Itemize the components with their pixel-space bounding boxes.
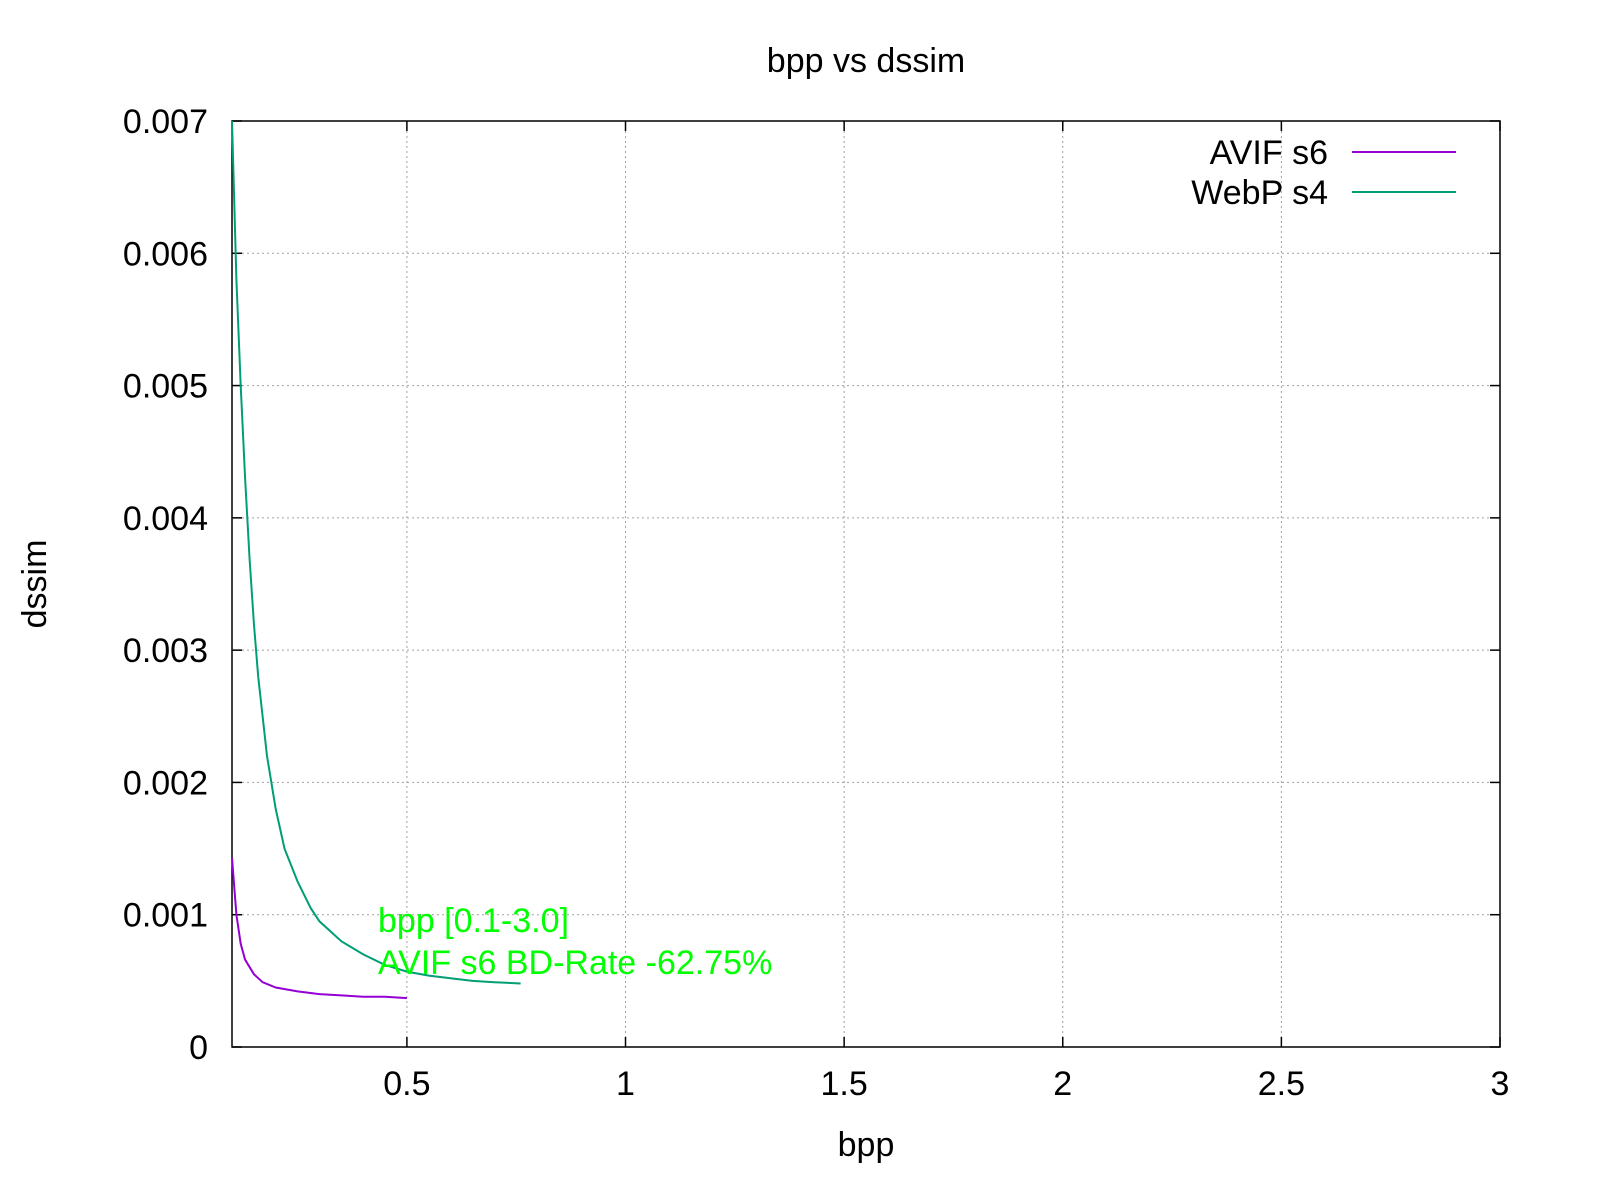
legend-label: AVIF s6	[1210, 134, 1328, 172]
x-axis-label: bpp	[838, 1126, 895, 1164]
series-line-avif-s6	[231, 857, 407, 1000]
chart-title: bpp vs dssim	[767, 42, 965, 80]
x-tick-label: 1	[616, 1065, 635, 1103]
y-tick-label: 0.001	[123, 897, 208, 935]
annotation-text: AVIF s6 BD-Rate -62.75%	[378, 944, 772, 982]
series-line-webp-s4	[231, 120, 521, 985]
y-tick-label: 0.005	[123, 368, 208, 406]
y-tick-label: 0.002	[123, 764, 208, 802]
series-lines	[231, 120, 521, 1000]
legend-label: WebP s4	[1191, 174, 1328, 212]
x-tick-label: 3	[1491, 1065, 1510, 1103]
plot-frame	[231, 120, 1501, 1048]
y-tick-label: 0.006	[123, 235, 208, 273]
y-axis-label: dssim	[16, 540, 54, 629]
y-tick-label: 0.003	[123, 632, 208, 670]
y-tick-label: 0	[189, 1029, 208, 1067]
x-tick-label: 0.5	[383, 1065, 430, 1103]
annotation-text: bpp [0.1-3.0]	[378, 902, 569, 940]
x-tick-label: 2.5	[1258, 1065, 1305, 1103]
x-tick-label: 2	[1053, 1065, 1072, 1103]
y-tick-label: 0.007	[123, 103, 208, 141]
x-tick-label: 1.5	[821, 1065, 868, 1103]
grid	[232, 121, 1500, 1047]
annotations: bpp [0.1-3.0] AVIF s6 BD-Rate -62.75%	[378, 902, 772, 982]
axes: 0.5 1 1.5 2 2.5 3 0 0.001 0.002 0.003 0.004 0.005 0.…	[123, 103, 1510, 1103]
y-tick-label: 0.004	[123, 500, 208, 538]
